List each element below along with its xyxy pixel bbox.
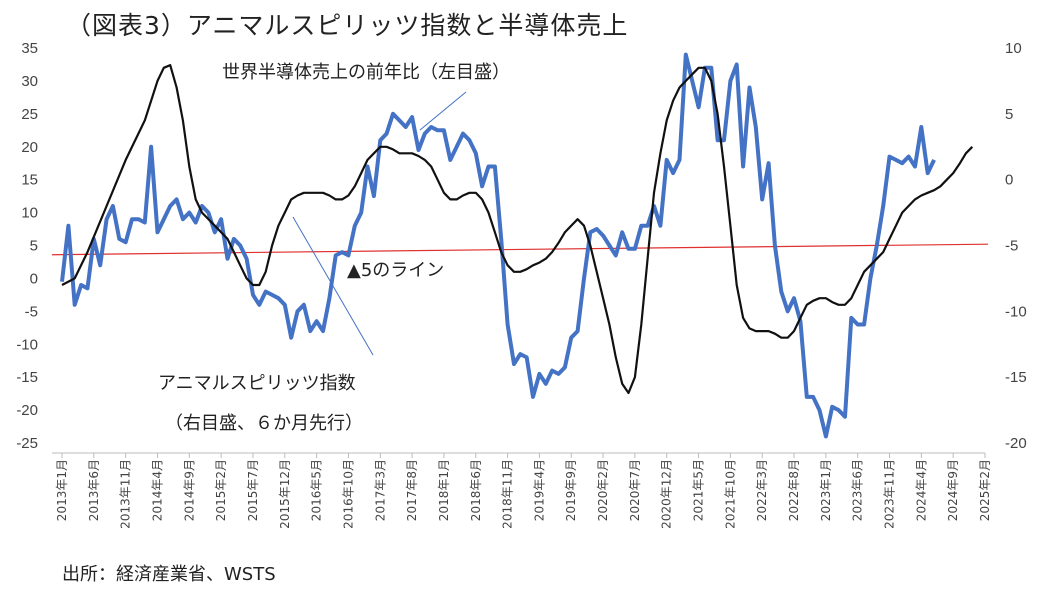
x-tick-label: 2015年12月 — [278, 459, 292, 529]
x-tick-label: 2022年3月 — [755, 459, 769, 521]
x-tick-label: 2018年11月 — [501, 459, 515, 529]
x-tick-label: 2018年6月 — [469, 459, 483, 521]
left-tick-label: 10 — [21, 205, 38, 222]
left-tick-label: 20 — [21, 139, 38, 156]
callout-line-animal — [292, 216, 374, 356]
left-axis-ticks: 35 30 25 20 15 10 5 0 -5 -10 -15 -20 -25 — [16, 40, 38, 452]
source-note: 出所：経済産業省、WSTS — [62, 564, 276, 585]
callout-line-semis — [419, 91, 467, 131]
x-tick-label: 2024年9月 — [946, 459, 960, 521]
x-tick-label: 2014年9月 — [182, 459, 196, 521]
animal-annotation-line1: アニマルスピリッツ指数 — [158, 373, 356, 394]
semis-annotation: 世界半導体売上の前年比（左目盛） — [222, 62, 510, 83]
x-tick-label: 2019年4月 — [532, 459, 546, 521]
line-chart: 35 30 25 20 15 10 5 0 -5 -10 -15 -20 -25 10 5 0 -5 -10 -1… — [16, 40, 1027, 529]
x-tick-label: 2019年9月 — [564, 459, 578, 521]
left-tick-label: -5 — [25, 303, 38, 320]
x-tick-label: 2023年11月 — [883, 459, 897, 529]
left-tick-label: -25 — [16, 435, 38, 452]
x-tick-label: 2025年2月 — [978, 459, 992, 521]
left-tick-label: 25 — [21, 106, 38, 123]
x-tick-label: 2023年6月 — [851, 459, 865, 521]
right-tick-label: -20 — [1005, 435, 1027, 452]
x-tick-label: 2017年8月 — [405, 459, 419, 521]
x-tick-label: 2016年5月 — [310, 459, 324, 521]
left-tick-label: -20 — [16, 402, 38, 419]
x-tick-label: 2020年2月 — [596, 459, 610, 521]
x-tick-label: 2015年7月 — [246, 459, 260, 521]
left-tick-label: 35 — [21, 40, 38, 57]
left-tick-label: -10 — [16, 336, 38, 353]
x-tick-label: 2021年10月 — [723, 459, 737, 529]
x-tick-label: 2013年1月 — [55, 459, 69, 521]
x-tick-label: 2014年4月 — [150, 459, 164, 521]
x-tick-label: 2020年12月 — [660, 459, 674, 529]
animal-annotation-line2: （右目盛、６か月先行） — [165, 413, 363, 434]
x-tick-label: 2024年4月 — [914, 459, 928, 521]
right-tick-label: -15 — [1005, 369, 1027, 386]
x-axis: 2013年1月 2013年6月 2013年11月 2014年4月 2014年9月 2015… — [52, 452, 992, 529]
left-tick-label: -15 — [16, 369, 38, 386]
left-tick-label: 5 — [30, 238, 38, 255]
x-tick-label: 2017年3月 — [373, 459, 387, 521]
x-tick-label: 2020年7月 — [628, 459, 642, 521]
x-tick-label: 2022年8月 — [787, 459, 801, 521]
left-tick-label: 15 — [21, 172, 38, 189]
left-tick-label: 30 — [21, 73, 38, 90]
right-tick-label: 5 — [1005, 106, 1013, 123]
right-axis-ticks: 10 5 0 -5 -10 -15 -20 — [1005, 40, 1027, 452]
right-tick-label: 0 — [1005, 172, 1013, 189]
animal-spirits-line — [61, 63, 974, 395]
right-tick-label: 10 — [1005, 40, 1022, 57]
right-tick-label: -10 — [1005, 303, 1027, 320]
semiconductor-sales-line — [60, 52, 936, 439]
x-tick-label: 2023年1月 — [819, 459, 833, 521]
x-tick-label: 2013年6月 — [87, 459, 101, 521]
right-tick-label: -5 — [1005, 238, 1018, 255]
left-tick-label: 0 — [30, 270, 38, 287]
x-tick-label: 2016年10月 — [341, 459, 355, 529]
reference-line — [51, 243, 989, 256]
x-tick-label: 2015年2月 — [214, 459, 228, 521]
x-tick-label: 2021年5月 — [692, 459, 706, 521]
x-tick-label: 2013年11月 — [119, 459, 133, 529]
chart-title: （図表3）アニマルスピリッツ指数と半導体売上 — [66, 11, 629, 40]
x-tick-label: 2018年1月 — [437, 459, 451, 521]
ref-line-annotation: ▲5のライン — [347, 260, 444, 281]
